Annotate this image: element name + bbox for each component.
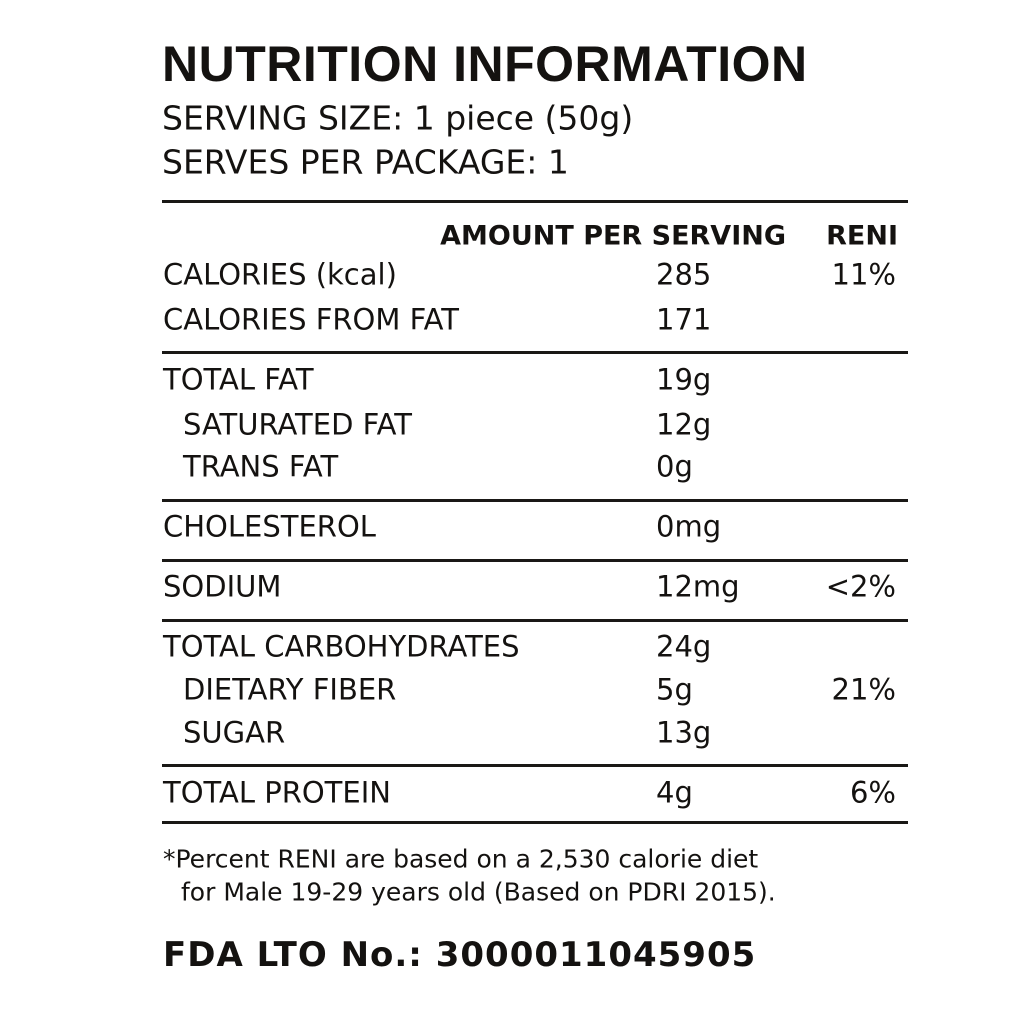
fda-number: FDA LTO No.: 3000011045905 — [163, 935, 757, 975]
reni-value: <2% — [825, 569, 896, 604]
nutrient-label: CHOLESTEROL — [163, 509, 376, 544]
nutrient-label: SATURATED FAT — [183, 407, 412, 442]
divider — [162, 499, 908, 502]
column-header: AMOUNT PER SERVING — [440, 220, 786, 252]
amount: 12mg — [656, 569, 740, 604]
amount: 285 — [656, 257, 712, 292]
title: NUTRITION INFORMATION — [162, 36, 808, 92]
amount: 19g — [656, 362, 712, 397]
nutrient-label: CALORIES (kcal) — [163, 257, 397, 292]
amount: 0g — [656, 449, 693, 484]
divider — [162, 764, 908, 767]
reni-value: 6% — [849, 775, 896, 810]
serves-per-package: SERVES PER PACKAGE: 1 — [162, 142, 569, 182]
amount: 12g — [656, 407, 712, 442]
nutrient-label: TOTAL CARBOHYDRATES — [163, 629, 520, 664]
amount: 24g — [656, 629, 712, 664]
footnote: for Male 19-29 years old (Based on PDRI … — [181, 877, 776, 907]
divider — [162, 351, 908, 354]
nutrient-label: SUGAR — [183, 715, 286, 750]
divider — [162, 821, 908, 824]
amount: 5g — [656, 672, 693, 707]
amount: 13g — [656, 715, 712, 750]
nutrient-label: TOTAL PROTEIN — [163, 775, 391, 810]
nutrient-label: DIETARY FIBER — [183, 672, 397, 707]
amount: 171 — [656, 302, 712, 337]
footnote: *Percent RENI are based on a 2,530 calor… — [163, 844, 759, 874]
nutrient-label: TOTAL FAT — [163, 362, 314, 397]
reni-value: 11% — [831, 257, 896, 292]
amount: 0mg — [656, 509, 722, 544]
divider — [162, 200, 908, 203]
serving-size: SERVING SIZE: 1 piece (50g) — [162, 98, 634, 138]
nutrient-label: CALORIES FROM FAT — [163, 302, 459, 337]
nutrient-label: SODIUM — [163, 569, 282, 604]
column-header: RENI — [826, 220, 898, 252]
reni-value: 21% — [831, 672, 896, 707]
divider — [162, 619, 908, 622]
nutrient-label: TRANS FAT — [183, 449, 339, 484]
amount: 4g — [656, 775, 693, 810]
divider — [162, 559, 908, 562]
